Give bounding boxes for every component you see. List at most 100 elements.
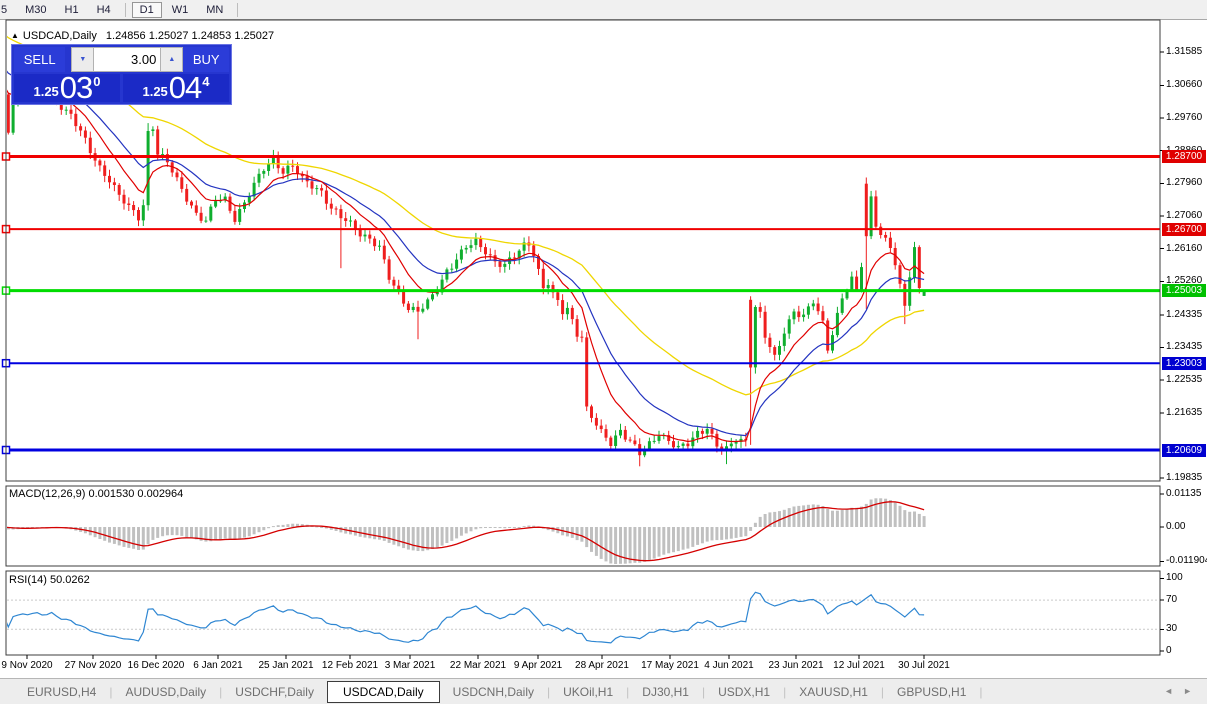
tab-xauusd-h1[interactable]: XAUUSD,H1 <box>799 684 868 699</box>
buy-price-sup: 4 <box>202 74 210 89</box>
tab-separator: | <box>626 684 630 699</box>
ema-mid-line <box>7 70 925 437</box>
price-axis-label: 1.31585 <box>1166 46 1203 57</box>
timeframe-button-W1[interactable]: W1 <box>171 3 189 16</box>
tab-separator: | <box>701 684 706 699</box>
chart-ohlc-values: 1.24856 1.25027 1.24853 1.25027 <box>105 30 275 42</box>
chart-symbol-label: USDCAD,Daily <box>22 30 97 42</box>
buy-price-display[interactable]: 1.25 04 4 <box>123 70 229 105</box>
price-axis-label: 1.29760 <box>1166 112 1203 123</box>
rsi-indicator-label: RSI(14) 50.0262 <box>9 574 90 586</box>
price-axis-label: 1.27960 <box>1166 177 1203 188</box>
tab-eurusd-h4[interactable]: EURUSD,H4 <box>27 684 97 699</box>
tab-separator: | <box>880 684 885 699</box>
sell-price-big: 03 <box>59 70 93 105</box>
macd-histogram <box>7 498 926 564</box>
tab-separator: | <box>783 684 787 699</box>
date-axis-label: 4 Jun 2021 <box>704 660 754 671</box>
sell-price-sup: 0 <box>93 74 101 89</box>
price-tag-1.25003[interactable]: 1.25003 <box>1162 284 1206 297</box>
volume-decrease-button[interactable]: ▼ <box>71 47 95 72</box>
price-tag-1.26700[interactable]: 1.26700 <box>1162 223 1206 236</box>
candlestick-series <box>7 84 926 467</box>
price-tag-1.28700[interactable]: 1.28700 <box>1162 150 1206 163</box>
symbol-tab-bar: EURUSD,H4 | AUDUSD,Daily | USDCHF,Daily USDCA… <box>0 678 1207 704</box>
macd-signal-line <box>7 501 925 562</box>
macd-axis-label: -0.011904 <box>1166 555 1207 566</box>
volume-input[interactable]: 3.00 <box>94 47 161 72</box>
tab-scroll-arrows[interactable]: ◄► <box>1164 686 1202 696</box>
ema-slow-line <box>7 35 925 396</box>
date-axis-label: 23 Jun 2021 <box>768 660 824 671</box>
tab-separator: | <box>219 684 223 699</box>
tab-gbpusd-h1[interactable]: GBPUSD,H1 <box>897 684 967 699</box>
timeframe-button-MN[interactable]: MN <box>206 3 224 16</box>
price-axis-label: 1.23435 <box>1166 341 1203 352</box>
tab-separator: | <box>979 684 983 699</box>
tab-dj30-h1[interactable]: DJ30,H1 <box>642 684 689 699</box>
date-axis-label: 9 Apr 2021 <box>513 660 563 671</box>
macd-panel-border <box>5 485 1161 567</box>
one-click-trade-panel: SELL ▼ 3.00 ▲ BUY 1.25 03 0 1.25 04 4 <box>11 44 232 105</box>
price-axis-label: 1.22535 <box>1166 374 1203 385</box>
macd-panel-surface[interactable] <box>6 486 1160 566</box>
timeframe-toolbar: 5 M30 H1 H4 D1 W1 MN <box>0 0 1207 20</box>
price-tag-1.20609[interactable]: 1.20609 <box>1162 444 1206 457</box>
volume-increase-button[interactable]: ▲ <box>160 47 184 72</box>
sell-price-display[interactable]: 1.25 03 0 <box>14 70 120 105</box>
date-axis-label: 22 Mar 2021 <box>449 660 507 671</box>
tab-usdcnh-daily[interactable]: USDCNH,Daily <box>452 684 535 699</box>
price-axis-label: 1.30660 <box>1166 79 1203 90</box>
main-panel-border <box>5 19 1161 482</box>
macd-indicator-label: MACD(12,26,9) 0.001530 0.002964 <box>9 488 184 500</box>
tab-audusd-daily[interactable]: AUDUSD,Daily <box>125 684 207 699</box>
rsi-axis-label: 30 <box>1166 623 1178 634</box>
scroll-left-icon[interactable]: ◄ <box>1164 686 1184 696</box>
date-axis-label: 27 Nov 2020 <box>64 660 122 671</box>
timeframe-button-D1[interactable]: D1 <box>131 1 162 18</box>
date-axis-label: 12 Jul 2021 <box>833 660 885 671</box>
axis-ticks <box>26 51 1164 659</box>
chevron-up-icon: ▲ <box>168 56 176 63</box>
rsi-line <box>7 591 925 644</box>
date-axis-label: 6 Jan 2021 <box>193 660 243 671</box>
date-axis-label: 9 Nov 2020 <box>1 660 53 671</box>
buy-price-prefix: 1.25 <box>142 84 168 99</box>
collapse-triangle-icon[interactable]: ▲ <box>11 31 19 40</box>
timeframe-button-5[interactable]: 5 <box>1 3 8 16</box>
price-axis-label: 1.19835 <box>1166 472 1203 483</box>
price-tag-1.23003[interactable]: 1.23003 <box>1162 357 1206 370</box>
macd-axis-label: 0.01135 <box>1166 488 1202 499</box>
price-axis-label: 1.26160 <box>1166 243 1203 254</box>
date-axis-label: 12 Feb 2021 <box>321 660 379 671</box>
buy-price-big: 04 <box>168 70 202 105</box>
date-axis-label: 17 May 2021 <box>641 660 699 671</box>
timeframe-button-H1[interactable]: H1 <box>64 3 79 16</box>
timeframe-button-M30[interactable]: M30 <box>25 3 47 16</box>
toolbar-separator <box>124 2 126 17</box>
tab-ukoil-h1[interactable]: UKOil,H1 <box>563 684 614 699</box>
rsi-panel-border <box>5 570 1161 656</box>
tab-usdcad-daily[interactable]: USDCAD,Daily <box>326 680 440 703</box>
price-axis-label: 1.25260 <box>1166 275 1203 286</box>
date-axis-label: 3 Mar 2021 <box>384 660 436 671</box>
price-axis-label: 1.24335 <box>1166 309 1203 320</box>
macd-axis-label: 0.00 <box>1166 521 1186 532</box>
tab-usdx-h1[interactable]: USDX,H1 <box>718 684 771 699</box>
tab-separator: | <box>109 684 113 699</box>
chart-title: ▲ USDCAD,Daily 1.24856 1.25027 1.24853 1.2… <box>11 30 274 42</box>
buy-button[interactable]: BUY <box>183 47 229 72</box>
date-axis-label: 25 Jan 2021 <box>258 660 314 671</box>
tab-usdchf-daily[interactable]: USDCHF,Daily <box>235 684 314 699</box>
timeframe-button-H4[interactable]: H4 <box>96 3 111 16</box>
ema-fast-line <box>7 89 925 443</box>
rsi-axis-label: 0 <box>1166 645 1172 656</box>
sell-button[interactable]: SELL <box>14 47 66 72</box>
tab-separator: | <box>547 684 551 699</box>
scroll-right-icon[interactable]: ► <box>1183 686 1202 696</box>
rsi-axis-label: 70 <box>1166 594 1178 605</box>
chevron-down-icon: ▼ <box>79 56 87 63</box>
rsi-panel-surface[interactable] <box>6 571 1160 655</box>
date-axis-label: 30 Jul 2021 <box>898 660 950 671</box>
